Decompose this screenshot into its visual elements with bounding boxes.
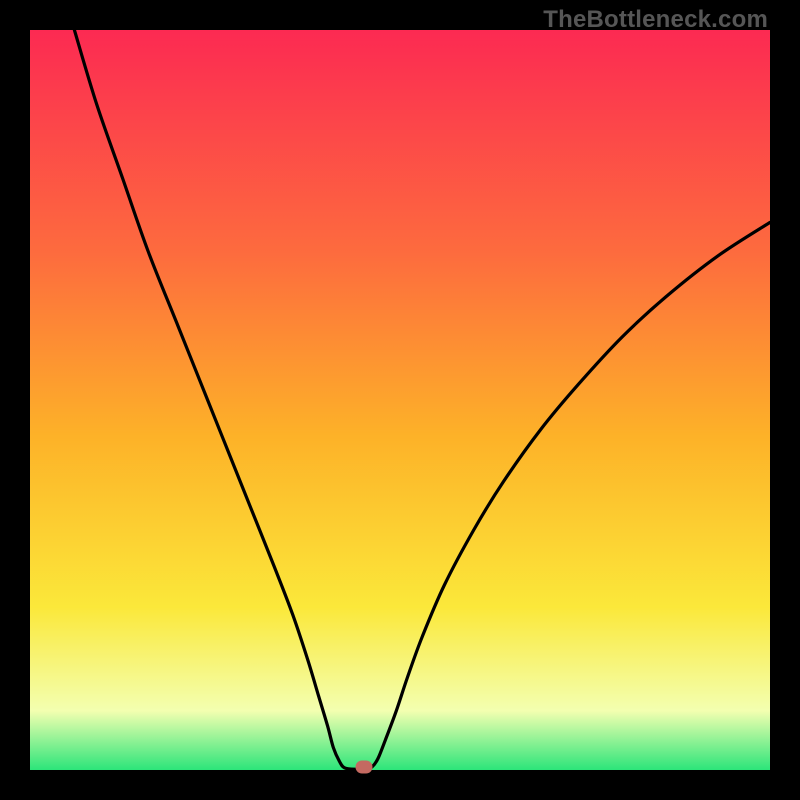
optimum-marker xyxy=(356,761,373,774)
bottleneck-curve xyxy=(30,30,770,770)
plot-area xyxy=(30,30,770,770)
watermark-text: TheBottleneck.com xyxy=(543,6,768,34)
chart-frame: TheBottleneck.com xyxy=(0,0,800,800)
